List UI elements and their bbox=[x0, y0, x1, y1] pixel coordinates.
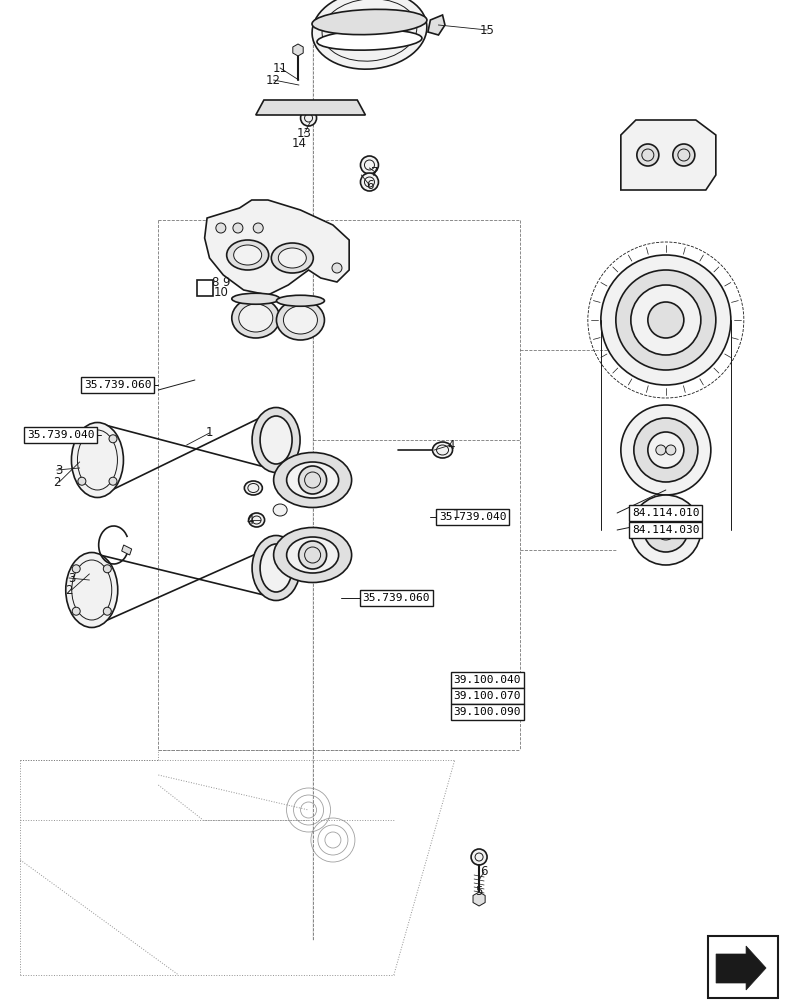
Text: 15: 15 bbox=[479, 24, 494, 37]
Circle shape bbox=[655, 445, 665, 455]
Text: 14: 14 bbox=[291, 137, 306, 150]
Ellipse shape bbox=[248, 513, 264, 527]
Ellipse shape bbox=[226, 240, 268, 270]
Ellipse shape bbox=[231, 293, 280, 304]
Text: 2: 2 bbox=[65, 583, 73, 596]
Circle shape bbox=[360, 156, 378, 174]
Text: 39.100.070: 39.100.070 bbox=[453, 691, 521, 701]
Ellipse shape bbox=[231, 298, 280, 338]
Ellipse shape bbox=[278, 248, 306, 268]
Circle shape bbox=[253, 223, 263, 233]
Circle shape bbox=[672, 144, 694, 166]
Circle shape bbox=[298, 541, 326, 569]
Circle shape bbox=[233, 223, 242, 233]
Text: 35.739.040: 35.739.040 bbox=[438, 512, 506, 522]
Circle shape bbox=[643, 508, 687, 552]
Polygon shape bbox=[427, 15, 444, 35]
FancyBboxPatch shape bbox=[197, 280, 213, 296]
Ellipse shape bbox=[273, 527, 351, 582]
Circle shape bbox=[72, 565, 80, 573]
Ellipse shape bbox=[286, 537, 338, 573]
Circle shape bbox=[630, 495, 700, 565]
Ellipse shape bbox=[432, 442, 452, 458]
Text: 39.100.090: 39.100.090 bbox=[453, 707, 521, 717]
Circle shape bbox=[630, 285, 700, 355]
Text: 35.739.060: 35.739.060 bbox=[84, 380, 152, 390]
Circle shape bbox=[647, 432, 683, 468]
Circle shape bbox=[636, 144, 658, 166]
Polygon shape bbox=[715, 946, 765, 990]
Text: 7: 7 bbox=[371, 165, 379, 178]
Text: 10: 10 bbox=[213, 286, 228, 298]
Text: 12: 12 bbox=[266, 74, 281, 87]
Circle shape bbox=[615, 270, 715, 370]
Circle shape bbox=[78, 435, 86, 443]
Circle shape bbox=[72, 607, 80, 615]
Text: 35.739.040: 35.739.040 bbox=[27, 430, 95, 440]
Text: 8: 8 bbox=[211, 275, 219, 288]
Circle shape bbox=[360, 173, 378, 191]
Circle shape bbox=[633, 418, 697, 482]
Text: 4: 4 bbox=[246, 514, 254, 526]
Text: 39.100.040: 39.100.040 bbox=[453, 675, 521, 685]
Circle shape bbox=[103, 607, 111, 615]
Text: 4: 4 bbox=[446, 439, 454, 452]
Ellipse shape bbox=[273, 452, 351, 508]
Ellipse shape bbox=[271, 243, 313, 273]
Ellipse shape bbox=[251, 535, 300, 600]
Text: 3: 3 bbox=[55, 464, 63, 477]
Ellipse shape bbox=[77, 430, 118, 490]
Ellipse shape bbox=[260, 544, 292, 592]
Circle shape bbox=[103, 565, 111, 573]
Circle shape bbox=[78, 477, 86, 485]
Text: 1: 1 bbox=[452, 508, 460, 522]
Ellipse shape bbox=[71, 560, 112, 620]
Polygon shape bbox=[204, 200, 349, 295]
Circle shape bbox=[620, 405, 710, 495]
Polygon shape bbox=[473, 892, 484, 906]
Ellipse shape bbox=[251, 408, 300, 473]
Text: 13: 13 bbox=[297, 127, 311, 140]
Text: 11: 11 bbox=[272, 62, 287, 75]
Ellipse shape bbox=[66, 552, 118, 628]
Circle shape bbox=[216, 223, 225, 233]
Ellipse shape bbox=[276, 300, 324, 340]
Text: 1: 1 bbox=[205, 426, 213, 440]
Ellipse shape bbox=[272, 504, 287, 516]
Polygon shape bbox=[620, 120, 715, 190]
Ellipse shape bbox=[276, 295, 324, 306]
Ellipse shape bbox=[283, 306, 317, 334]
Circle shape bbox=[109, 477, 117, 485]
Circle shape bbox=[470, 849, 487, 865]
Ellipse shape bbox=[244, 481, 262, 495]
Ellipse shape bbox=[260, 416, 292, 464]
FancyBboxPatch shape bbox=[707, 936, 777, 998]
Ellipse shape bbox=[286, 462, 338, 498]
Circle shape bbox=[600, 255, 730, 385]
Circle shape bbox=[665, 445, 675, 455]
Circle shape bbox=[332, 263, 341, 273]
Polygon shape bbox=[293, 44, 303, 56]
Circle shape bbox=[647, 302, 683, 338]
Circle shape bbox=[300, 110, 316, 126]
Polygon shape bbox=[122, 545, 131, 555]
Text: 9: 9 bbox=[221, 275, 230, 288]
Text: 6: 6 bbox=[479, 865, 487, 878]
Ellipse shape bbox=[316, 30, 422, 50]
Circle shape bbox=[109, 435, 117, 443]
Text: 84.114.010: 84.114.010 bbox=[631, 508, 699, 518]
Text: 35.739.060: 35.739.060 bbox=[362, 593, 430, 603]
Text: 84.114.030: 84.114.030 bbox=[631, 525, 699, 535]
Text: 6: 6 bbox=[365, 179, 373, 192]
Text: 2: 2 bbox=[53, 476, 61, 488]
Ellipse shape bbox=[311, 0, 427, 69]
Text: 3: 3 bbox=[67, 571, 75, 584]
Ellipse shape bbox=[234, 245, 261, 265]
Ellipse shape bbox=[71, 422, 123, 497]
Circle shape bbox=[298, 466, 326, 494]
Text: 5: 5 bbox=[474, 886, 483, 898]
Ellipse shape bbox=[238, 304, 272, 332]
Ellipse shape bbox=[311, 9, 427, 35]
Polygon shape bbox=[255, 100, 365, 115]
